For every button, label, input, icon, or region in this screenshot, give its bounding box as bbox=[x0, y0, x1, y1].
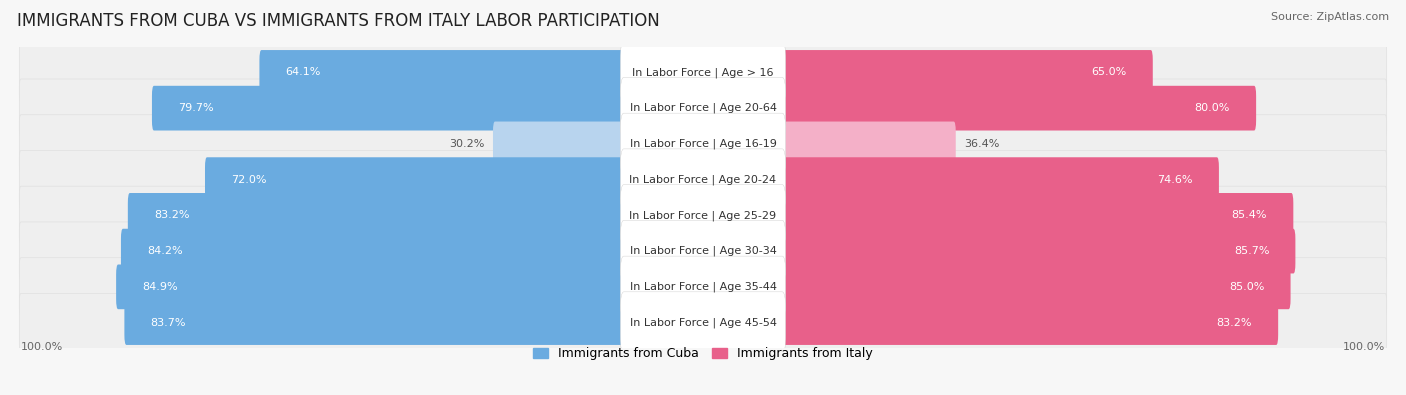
Text: 84.9%: 84.9% bbox=[142, 282, 177, 292]
FancyBboxPatch shape bbox=[620, 149, 786, 211]
Text: In Labor Force | Age 25-29: In Labor Force | Age 25-29 bbox=[630, 210, 776, 221]
Text: 36.4%: 36.4% bbox=[965, 139, 1000, 149]
Text: 74.6%: 74.6% bbox=[1157, 175, 1192, 184]
FancyBboxPatch shape bbox=[260, 50, 665, 95]
FancyBboxPatch shape bbox=[124, 300, 665, 345]
Text: In Labor Force | Age 20-24: In Labor Force | Age 20-24 bbox=[630, 174, 776, 185]
FancyBboxPatch shape bbox=[620, 77, 786, 139]
FancyBboxPatch shape bbox=[20, 43, 1386, 102]
Text: In Labor Force | Age 20-64: In Labor Force | Age 20-64 bbox=[630, 103, 776, 113]
FancyBboxPatch shape bbox=[620, 184, 786, 246]
Text: 100.0%: 100.0% bbox=[1343, 342, 1385, 352]
Text: 30.2%: 30.2% bbox=[450, 139, 485, 149]
Text: In Labor Force | Age 30-34: In Labor Force | Age 30-34 bbox=[630, 246, 776, 256]
Text: 85.0%: 85.0% bbox=[1229, 282, 1264, 292]
Text: Source: ZipAtlas.com: Source: ZipAtlas.com bbox=[1271, 12, 1389, 22]
FancyBboxPatch shape bbox=[741, 229, 1295, 273]
FancyBboxPatch shape bbox=[741, 122, 956, 166]
FancyBboxPatch shape bbox=[741, 193, 1294, 238]
FancyBboxPatch shape bbox=[494, 122, 665, 166]
FancyBboxPatch shape bbox=[20, 293, 1386, 352]
FancyBboxPatch shape bbox=[20, 186, 1386, 245]
Text: 79.7%: 79.7% bbox=[179, 103, 214, 113]
Text: IMMIGRANTS FROM CUBA VS IMMIGRANTS FROM ITALY LABOR PARTICIPATION: IMMIGRANTS FROM CUBA VS IMMIGRANTS FROM … bbox=[17, 12, 659, 30]
Text: 83.7%: 83.7% bbox=[150, 318, 186, 327]
FancyBboxPatch shape bbox=[620, 42, 786, 103]
Text: 64.1%: 64.1% bbox=[285, 68, 321, 77]
FancyBboxPatch shape bbox=[741, 157, 1219, 202]
Text: 85.4%: 85.4% bbox=[1232, 211, 1267, 220]
FancyBboxPatch shape bbox=[620, 292, 786, 353]
FancyBboxPatch shape bbox=[20, 150, 1386, 209]
Text: 83.2%: 83.2% bbox=[1216, 318, 1253, 327]
Text: In Labor Force | Age > 16: In Labor Force | Age > 16 bbox=[633, 67, 773, 78]
FancyBboxPatch shape bbox=[620, 220, 786, 282]
FancyBboxPatch shape bbox=[741, 300, 1278, 345]
Text: In Labor Force | Age 16-19: In Labor Force | Age 16-19 bbox=[630, 139, 776, 149]
FancyBboxPatch shape bbox=[128, 193, 665, 238]
Text: 83.2%: 83.2% bbox=[153, 211, 190, 220]
FancyBboxPatch shape bbox=[121, 229, 665, 273]
FancyBboxPatch shape bbox=[741, 86, 1256, 130]
Text: In Labor Force | Age 35-44: In Labor Force | Age 35-44 bbox=[630, 282, 776, 292]
FancyBboxPatch shape bbox=[152, 86, 665, 130]
FancyBboxPatch shape bbox=[20, 79, 1386, 137]
Legend: Immigrants from Cuba, Immigrants from Italy: Immigrants from Cuba, Immigrants from It… bbox=[529, 342, 877, 365]
FancyBboxPatch shape bbox=[205, 157, 665, 202]
Text: 84.2%: 84.2% bbox=[148, 246, 183, 256]
Text: 72.0%: 72.0% bbox=[231, 175, 267, 184]
Text: 65.0%: 65.0% bbox=[1091, 68, 1126, 77]
FancyBboxPatch shape bbox=[620, 256, 786, 318]
FancyBboxPatch shape bbox=[117, 265, 665, 309]
FancyBboxPatch shape bbox=[20, 115, 1386, 173]
Text: 85.7%: 85.7% bbox=[1234, 246, 1270, 256]
Text: In Labor Force | Age 45-54: In Labor Force | Age 45-54 bbox=[630, 317, 776, 328]
FancyBboxPatch shape bbox=[20, 258, 1386, 316]
Text: 100.0%: 100.0% bbox=[21, 342, 63, 352]
FancyBboxPatch shape bbox=[620, 113, 786, 175]
Text: 80.0%: 80.0% bbox=[1195, 103, 1230, 113]
FancyBboxPatch shape bbox=[20, 222, 1386, 280]
FancyBboxPatch shape bbox=[741, 265, 1291, 309]
FancyBboxPatch shape bbox=[741, 50, 1153, 95]
